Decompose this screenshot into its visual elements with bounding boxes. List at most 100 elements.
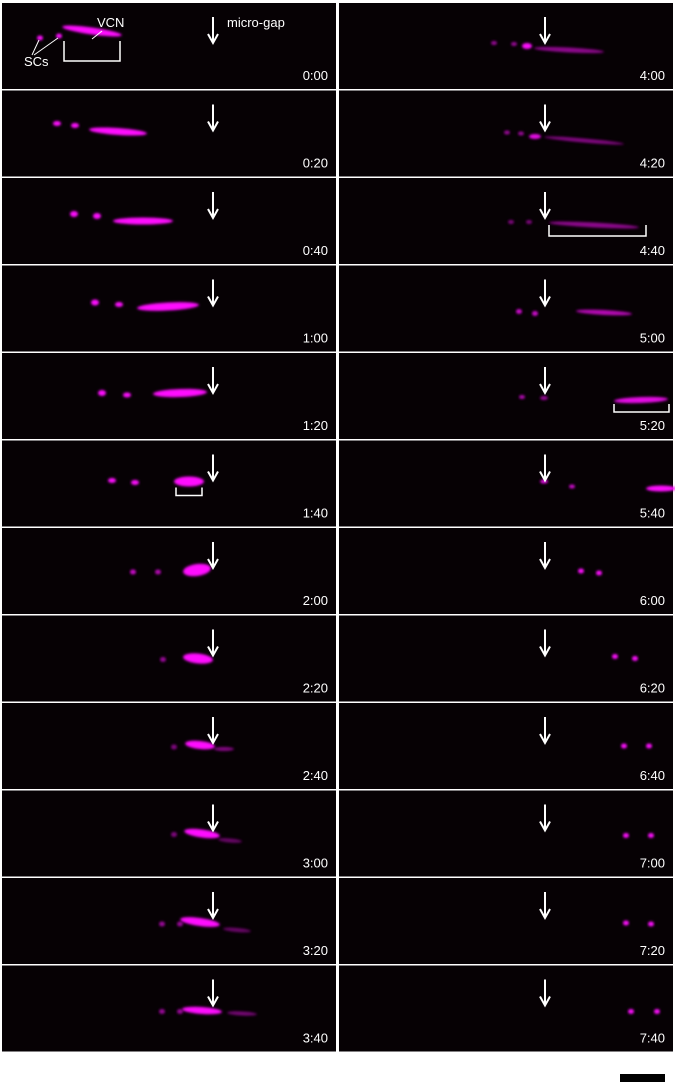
panel: 2:20 bbox=[2, 615, 336, 702]
arrow-head bbox=[539, 383, 551, 396]
fluorescent-cell bbox=[155, 569, 161, 575]
panel-background bbox=[2, 790, 336, 877]
fluorescent-cell bbox=[540, 396, 548, 400]
fluorescent-cell bbox=[526, 220, 532, 224]
timestamp: 1:00 bbox=[303, 331, 328, 346]
arrow-head bbox=[539, 208, 551, 221]
fluorescent-cell bbox=[137, 302, 199, 311]
panel: 1:40 bbox=[2, 440, 336, 527]
panel: 3:20 bbox=[2, 878, 336, 964]
fluorescent-cell bbox=[522, 43, 532, 49]
arrow-head bbox=[539, 471, 551, 483]
fluorescent-cell bbox=[174, 476, 204, 487]
fluorescent-cell bbox=[182, 1006, 222, 1015]
panel-background bbox=[2, 615, 336, 702]
fluorescent-cell bbox=[504, 130, 510, 135]
fluorescent-cell bbox=[648, 921, 654, 927]
panel: 4:40 bbox=[339, 178, 673, 264]
arrow-head bbox=[207, 733, 219, 746]
fluorescent-cell bbox=[227, 1011, 257, 1016]
fluorescent-cell bbox=[654, 1009, 660, 1014]
timestamp: 5:20 bbox=[640, 418, 665, 433]
panel: 5:00 bbox=[339, 265, 673, 352]
fluorescent-cell bbox=[180, 917, 220, 927]
fluorescent-cell bbox=[576, 309, 632, 316]
fluorescent-cell bbox=[159, 1009, 165, 1014]
panel: 6:00 bbox=[339, 528, 673, 614]
timestamp: 5:40 bbox=[640, 506, 665, 521]
panel: 5:20 bbox=[339, 353, 673, 439]
fluorescent-cell bbox=[98, 390, 106, 396]
timestamp: 2:20 bbox=[303, 681, 328, 696]
arrow-head bbox=[207, 646, 219, 658]
panel-background bbox=[2, 3, 336, 89]
fluorescent-cell bbox=[160, 657, 166, 662]
panel-background bbox=[2, 878, 336, 964]
fluorescent-cell bbox=[184, 828, 220, 839]
arrow-head bbox=[207, 996, 219, 1008]
timestamp: 7:00 bbox=[640, 856, 665, 871]
fluorescent-cell bbox=[648, 833, 654, 838]
panel-background bbox=[339, 615, 673, 702]
panel-background bbox=[339, 790, 673, 877]
fluorescent-cell bbox=[91, 299, 99, 306]
timestamp: 4:00 bbox=[640, 68, 665, 83]
timestamp: 0:40 bbox=[303, 243, 328, 258]
panel: 6:40 bbox=[339, 703, 673, 789]
timestamp: 7:20 bbox=[640, 943, 665, 958]
arrow-head bbox=[539, 996, 551, 1008]
panel: 4:00 bbox=[339, 3, 673, 89]
bracket bbox=[63, 41, 121, 62]
vcn-label: VCN bbox=[97, 15, 124, 30]
fluorescent-cell bbox=[532, 311, 538, 316]
fluorescent-cell bbox=[544, 136, 624, 145]
panel: 2:40 bbox=[2, 703, 336, 789]
panel-background bbox=[339, 3, 673, 89]
bracket bbox=[613, 404, 670, 413]
fluorescent-cell bbox=[508, 220, 514, 224]
fluorescent-cell bbox=[214, 747, 234, 751]
fluorescent-cell bbox=[153, 388, 207, 398]
fluorescent-cell bbox=[183, 563, 211, 577]
timestamp: 2:40 bbox=[303, 768, 328, 783]
bracket bbox=[175, 487, 203, 497]
fluorescent-cell bbox=[37, 35, 43, 41]
panel: 7:40 bbox=[339, 965, 673, 1052]
fluorescent-cell bbox=[612, 654, 618, 659]
panel: 5:40 bbox=[339, 440, 675, 527]
fluorescent-cell bbox=[569, 484, 575, 489]
vcn-pointer bbox=[91, 30, 103, 40]
arrow-head bbox=[539, 296, 551, 308]
fluorescent-cell bbox=[159, 921, 165, 927]
fluorescent-cell bbox=[177, 1009, 183, 1014]
fluorescent-cell bbox=[223, 927, 251, 933]
panel-background bbox=[339, 703, 673, 789]
fluorescent-cell bbox=[632, 656, 638, 661]
timestamp: 0:00 bbox=[303, 68, 328, 83]
fluorescent-cell bbox=[113, 217, 173, 225]
fluorescent-cell bbox=[529, 134, 541, 139]
panel-background bbox=[2, 528, 336, 614]
arrow-head bbox=[207, 33, 219, 46]
timestamp: 5:00 bbox=[640, 331, 665, 346]
timestamp: 7:40 bbox=[640, 1031, 665, 1046]
scs-label: SCs bbox=[24, 54, 49, 69]
timestamp: 0:20 bbox=[303, 156, 328, 171]
panel: 7:00 bbox=[339, 790, 673, 877]
fluorescent-cell bbox=[70, 211, 78, 217]
scs-pointer bbox=[33, 37, 59, 56]
panel: 3:00 bbox=[2, 790, 336, 877]
fluorescent-cell bbox=[516, 309, 522, 314]
arrow-head bbox=[207, 121, 219, 133]
arrow-head bbox=[207, 908, 219, 921]
fluorescent-cell bbox=[185, 740, 215, 750]
panel-background bbox=[2, 90, 336, 177]
timestamp: 3:40 bbox=[303, 1031, 328, 1046]
panel-background bbox=[339, 878, 673, 964]
panel: 0:00 micro-gap VCN SCs bbox=[2, 3, 336, 89]
fluorescent-cell bbox=[62, 25, 122, 37]
timestamp: 6:40 bbox=[640, 768, 665, 783]
panel-background bbox=[339, 265, 673, 352]
arrow-label: micro-gap bbox=[227, 15, 285, 30]
